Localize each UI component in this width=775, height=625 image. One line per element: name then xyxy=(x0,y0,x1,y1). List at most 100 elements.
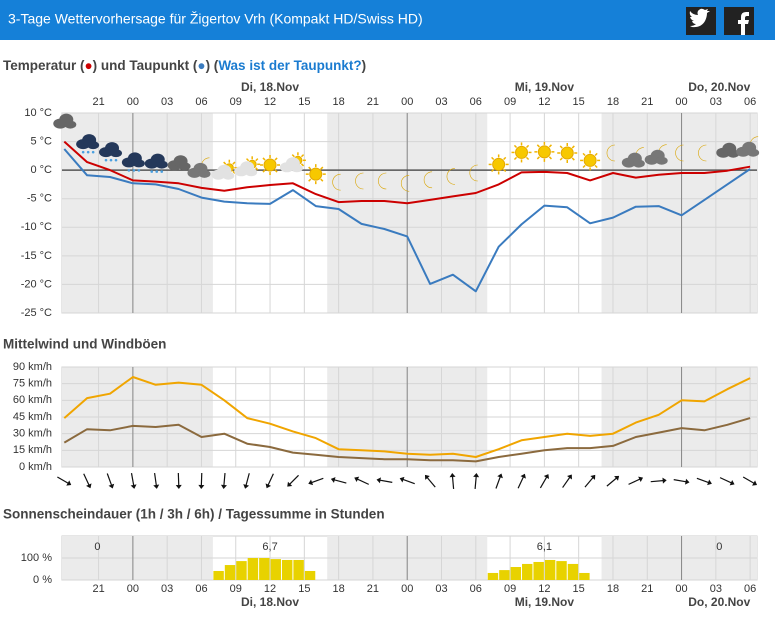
sun-ray xyxy=(513,144,518,149)
sun-ray xyxy=(291,154,295,158)
sun-ray xyxy=(571,145,575,149)
sun-disc xyxy=(309,167,323,181)
sun-ray xyxy=(245,158,250,162)
wind-arrow xyxy=(220,472,227,489)
y-tick-label: 30 km/h xyxy=(13,428,52,440)
temperature-title: Temperatur (●) und Taupunkt (●) (Was ist… xyxy=(3,58,366,73)
twitter-button[interactable] xyxy=(686,7,716,35)
wind-arrow xyxy=(673,478,690,485)
wind-arrow xyxy=(696,477,712,486)
wind-arrow xyxy=(562,474,572,488)
series-line xyxy=(63,417,751,463)
weather-icon xyxy=(736,136,760,157)
sun-ray xyxy=(548,156,552,160)
sun-ray xyxy=(559,157,563,161)
sun-ray xyxy=(594,152,598,157)
bar xyxy=(579,572,590,580)
hour-label: 00 xyxy=(675,96,687,108)
hour-label: 21 xyxy=(92,583,104,595)
bar xyxy=(304,570,316,580)
snowflake xyxy=(114,158,118,162)
hour-label: 06 xyxy=(470,96,482,108)
series-line xyxy=(63,140,751,205)
sun-ray xyxy=(255,158,259,162)
cloud-part xyxy=(198,169,211,178)
day-total: 0 xyxy=(94,541,100,553)
hour-label: 06 xyxy=(744,96,756,108)
y-tick-label: 90 km/h xyxy=(13,361,52,373)
header-title: 3-Tage Wettervorhersage für Žigertov Vrh… xyxy=(8,11,423,27)
snowflake xyxy=(109,158,113,162)
hour-label: 00 xyxy=(127,583,139,595)
arrow-head xyxy=(175,484,182,489)
arrow-head xyxy=(543,474,549,480)
weather-icon xyxy=(332,173,341,191)
sun-ray xyxy=(513,156,518,161)
bar xyxy=(487,572,499,580)
wind-arrow xyxy=(650,477,667,484)
weather-icon xyxy=(621,147,645,168)
wind-arrow xyxy=(399,476,415,485)
bar xyxy=(510,567,522,580)
sun-ray xyxy=(536,144,540,148)
sun-ray xyxy=(571,157,575,161)
sun-ray xyxy=(491,168,495,173)
arrow-head xyxy=(614,475,620,481)
snowflake xyxy=(104,158,108,162)
sun-ray xyxy=(582,164,586,169)
cloud-part xyxy=(155,160,168,169)
sun-ray xyxy=(300,154,305,158)
hour-label: 00 xyxy=(401,96,413,108)
arrow-head xyxy=(399,476,405,483)
moon xyxy=(355,172,364,190)
weather-icon xyxy=(144,153,168,173)
sun-ray xyxy=(525,144,530,149)
hour-label: 06 xyxy=(195,96,207,108)
sun-ray xyxy=(232,161,236,165)
hour-label: 15 xyxy=(573,96,585,108)
wind-arrow xyxy=(606,475,620,487)
cloud-part xyxy=(290,164,303,173)
sun-ray xyxy=(223,161,227,165)
wind-arrow xyxy=(106,473,115,489)
sun-ray xyxy=(320,166,324,170)
snowflake xyxy=(86,150,90,154)
moon xyxy=(332,173,341,191)
cloud-part xyxy=(64,120,77,129)
sun-ray xyxy=(503,156,507,161)
hour-label: 06 xyxy=(470,583,482,595)
wind-arrow xyxy=(449,473,456,490)
sun-ray xyxy=(255,167,259,171)
hour-label: 18 xyxy=(333,583,345,595)
sun-disc xyxy=(560,146,574,160)
day-total: 6,1 xyxy=(537,541,552,553)
hour-label: 21 xyxy=(367,96,379,108)
arrow-head xyxy=(376,477,381,484)
series-line xyxy=(63,376,751,458)
bar xyxy=(281,559,293,580)
day-label: Di, 18.Nov xyxy=(241,80,299,94)
bar xyxy=(213,570,224,580)
hour-label: 03 xyxy=(435,96,447,108)
bar xyxy=(293,559,304,580)
weather-icon xyxy=(167,155,191,171)
sun-ray xyxy=(503,168,507,173)
hour-label: 18 xyxy=(607,583,619,595)
wind-arrow xyxy=(308,477,324,486)
day-label: Mi, 19.Nov xyxy=(515,80,575,94)
weather-icon xyxy=(580,150,601,171)
arrow-head xyxy=(308,479,314,486)
cloud-part xyxy=(245,168,258,177)
sun-ray xyxy=(559,145,563,149)
sunshine-title: Sonnenscheindauer (1h / 3h / 6h) / Tages… xyxy=(3,507,385,522)
wind-arrow xyxy=(742,476,758,486)
hour-label: 15 xyxy=(573,583,585,595)
arrow-head xyxy=(287,481,293,487)
facebook-button[interactable] xyxy=(724,7,754,35)
dewpoint-link[interactable]: Was ist der Taupunkt? xyxy=(218,58,361,73)
hour-label: 21 xyxy=(641,583,653,595)
sun-disc xyxy=(492,157,506,171)
sun-ray xyxy=(548,144,552,148)
sun-ray xyxy=(262,157,266,161)
